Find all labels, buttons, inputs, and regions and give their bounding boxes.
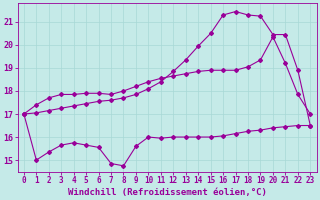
X-axis label: Windchill (Refroidissement éolien,°C): Windchill (Refroidissement éolien,°C) — [68, 188, 267, 197]
